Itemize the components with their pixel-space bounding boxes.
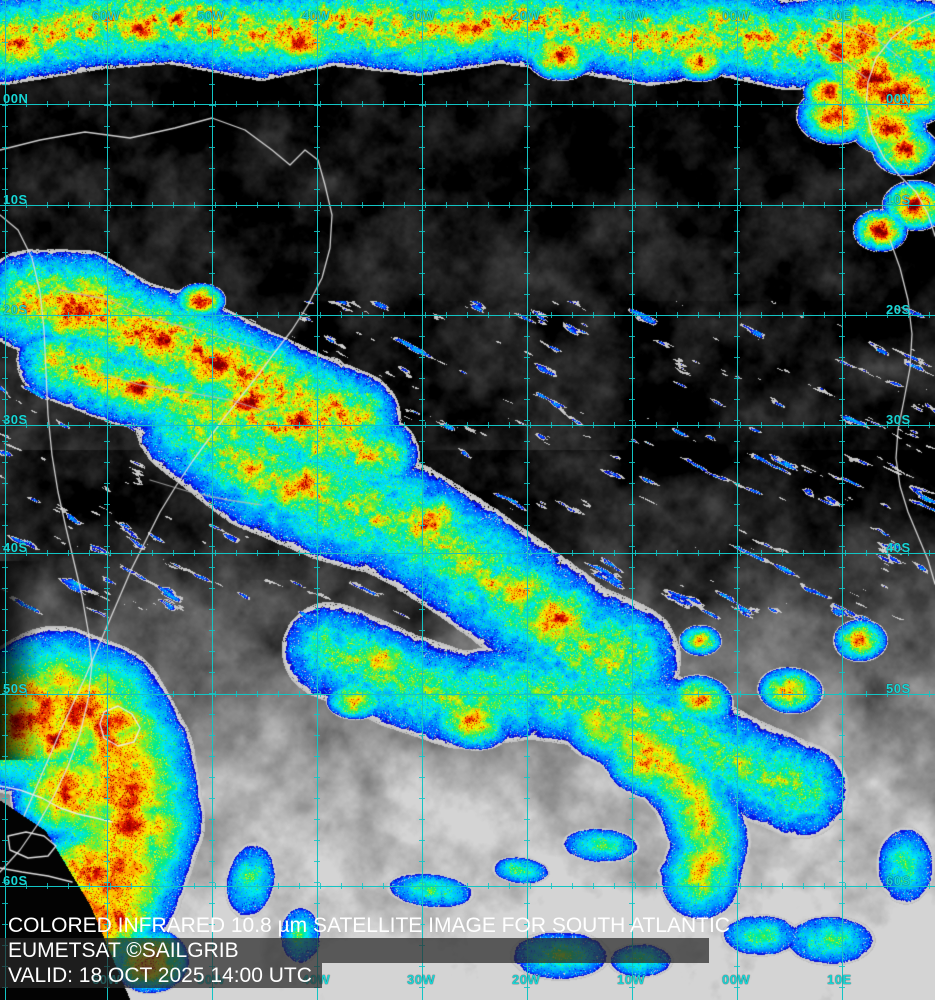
satellite-image-viewer: 60W 60W 50W 50W 40W 40W 30W 30W 20W 20W 10W 10W 00W 0… [0,0,935,1000]
satellite-imagery-canvas [0,0,935,1000]
